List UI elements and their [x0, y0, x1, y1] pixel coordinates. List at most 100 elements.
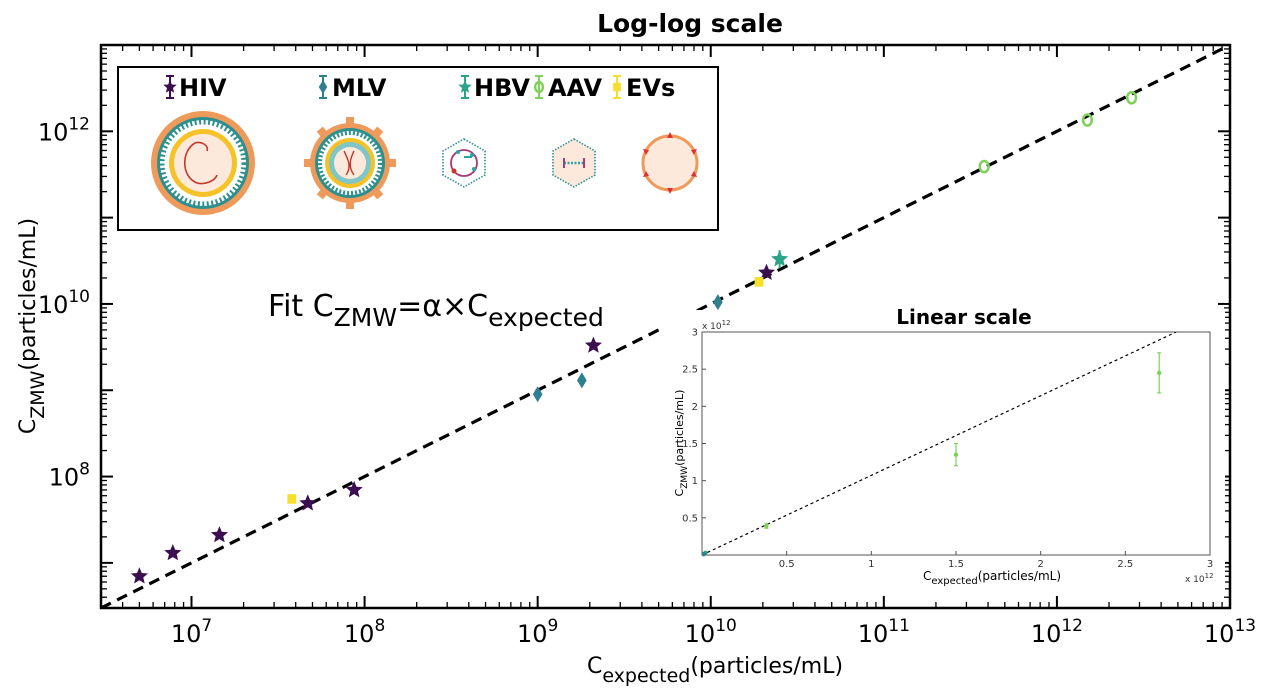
- inset-y-axis-label: CZMW(particles/mL): [673, 390, 690, 497]
- inset-x-tick-label: 0.5: [779, 559, 795, 570]
- x-tick-label: 1013: [1204, 616, 1256, 648]
- inset-chart: Linear scale 0.5 1 1.5 2 2.5 3 0.5 1 1.5 2 2.5 3 x …: [660, 305, 1225, 595]
- x-axis-label-sub: expected: [602, 665, 690, 687]
- x-axis-label: Cexpected(particles/mL): [587, 654, 843, 687]
- x-tick-label-exp: 13: [1234, 616, 1256, 636]
- legend-item-hbv: HBV: [458, 74, 530, 102]
- inset-y-multiplier-base: x 10: [702, 322, 722, 332]
- y-tick-label: 1010: [38, 287, 90, 319]
- inset-data-point: [701, 552, 706, 557]
- data-point: [978, 159, 990, 174]
- x-tick-label-base: 10: [1031, 620, 1062, 648]
- legend-item-evs: EVs: [613, 74, 675, 102]
- legend-label: HBV: [474, 74, 530, 102]
- legend-label: AAV: [548, 74, 603, 102]
- x-tick-label-base: 10: [858, 620, 889, 648]
- legend-label: MLV: [332, 74, 387, 102]
- y-tick-label-exp: 12: [68, 114, 90, 134]
- x-tick-label: 1010: [685, 616, 737, 648]
- fit-annotation-prefix: Fit C: [268, 289, 334, 324]
- legend-item-mlv: MLV: [318, 74, 387, 102]
- data-point: [458, 80, 472, 93]
- y-tick-label-base: 10: [49, 464, 80, 492]
- data-point: [577, 372, 587, 389]
- x-tick-label-base: 10: [1204, 620, 1235, 648]
- inset-data-point: [953, 452, 959, 457]
- x-tick-labels: 107 108 109 1010 1011 1012 1013: [171, 616, 1256, 648]
- inset-x-tick-label: 2.5: [1117, 559, 1133, 570]
- data-point: [613, 82, 621, 92]
- x-tick-label-exp: 11: [888, 616, 910, 636]
- aav-illustration-icon: [552, 138, 596, 188]
- data-point: [1125, 90, 1138, 105]
- x-tick-label-base: 10: [171, 620, 202, 648]
- ev-illustration-icon: [641, 132, 699, 194]
- x-tick-label: 1012: [1031, 616, 1083, 648]
- data-point: [532, 386, 543, 403]
- data-point: [287, 494, 297, 504]
- fit-annotation-sub1: ZMW: [334, 303, 397, 332]
- mlv-illustration-icon: [304, 117, 396, 209]
- inset-y-tick-label: 3: [692, 328, 698, 339]
- y-tick-label: 108: [49, 460, 90, 492]
- data-point: [584, 336, 602, 353]
- x-tick-label: 109: [517, 616, 558, 648]
- inset-y-multiplier-exp: 12: [722, 319, 731, 327]
- x-axis-label-tail: (particles/mL): [690, 654, 843, 679]
- inset-x-label-sub: expected: [931, 576, 977, 587]
- x-tick-label-exp: 12: [1061, 616, 1083, 636]
- data-point: [164, 544, 182, 561]
- x-tick-label-exp: 8: [374, 616, 385, 636]
- inset-x-tick-label: 2: [1037, 559, 1043, 570]
- inset-data-point: [764, 523, 769, 529]
- inset-x-multiplier-exp: 12: [1205, 572, 1214, 580]
- legend-item-hiv: HIV: [163, 74, 227, 102]
- hiv-illustration-icon: [151, 111, 255, 215]
- data-point: [758, 263, 776, 280]
- x-tick-label-base: 10: [685, 620, 716, 648]
- y-tick-label-exp: 10: [68, 287, 90, 307]
- axis-ticks: [100, 44, 1231, 609]
- inset-data-points: [701, 352, 1162, 557]
- inset-y-tick-label: 1.5: [682, 439, 698, 450]
- inset-x-label-tail: (particles/mL): [978, 569, 1061, 583]
- y-tick-label-base: 10: [38, 291, 69, 319]
- inset-x-label-base: C: [923, 569, 931, 583]
- data-point: [299, 494, 317, 511]
- inset-axis-ticks: 0.5 1 1.5 2 2.5 3 0.5 1 1.5 2 2.5 3: [682, 328, 1213, 571]
- x-tick-label-exp: 9: [548, 616, 559, 636]
- y-tick-label: 1012: [38, 114, 90, 146]
- inset-x-multiplier-base: x 10: [1185, 575, 1205, 585]
- inset-y-tick-label: 2: [692, 402, 698, 413]
- data-point: [754, 277, 764, 287]
- hbv-illustration-icon: [442, 138, 486, 188]
- data-point: [533, 80, 545, 94]
- inset-y-tick-label: 1: [692, 476, 698, 487]
- data-point: [345, 480, 363, 498]
- inset-x-tick-label: 3: [1207, 559, 1213, 570]
- inset-x-multiplier: x 1012: [1185, 572, 1214, 585]
- inset-y-tick-label: 0.5: [682, 513, 698, 524]
- fit-annotation-sub2: expected: [488, 303, 604, 332]
- data-point: [1081, 113, 1094, 127]
- x-tick-label: 107: [171, 616, 212, 648]
- y-axis-label: CZMW(particles/mL): [16, 218, 49, 434]
- chart-title: Log-log scale: [597, 9, 783, 38]
- x-tick-label-base: 10: [344, 620, 375, 648]
- x-tick-label-exp: 7: [201, 616, 212, 636]
- x-tick-label: 108: [344, 616, 385, 648]
- fit-annotation: Fit CZMW=α×Cexpected: [268, 289, 604, 332]
- inset-y-multiplier: x 1012: [702, 319, 731, 332]
- y-axis-label-base: C: [16, 419, 41, 434]
- data-point: [130, 567, 148, 584]
- y-axis-label-tail: (particles/mL): [16, 218, 41, 371]
- fit-annotation-middle: =α×C: [397, 289, 488, 324]
- data-point: [713, 294, 723, 311]
- inset-x-axis-label: Cexpected(particles/mL): [923, 569, 1061, 587]
- x-axis-label-base: C: [587, 654, 602, 679]
- data-point: [318, 80, 328, 94]
- legend-item-aav: AAV: [533, 74, 603, 102]
- data-point: [163, 80, 177, 93]
